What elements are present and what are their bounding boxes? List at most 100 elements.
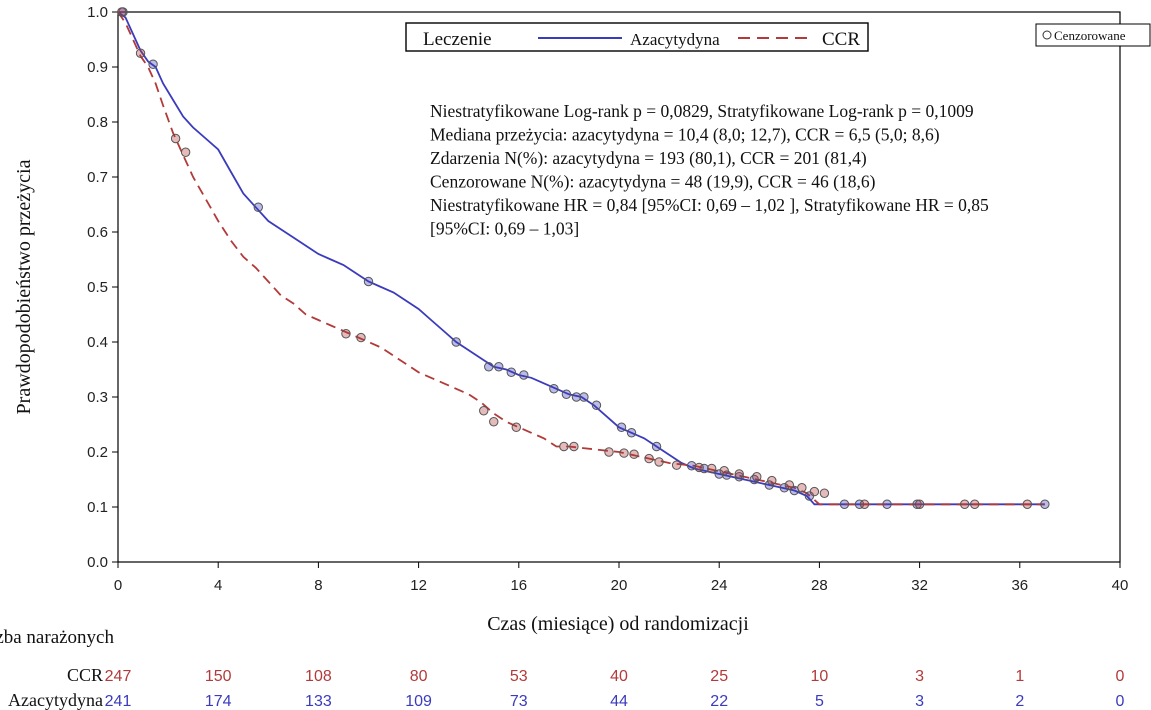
censor-marker-ccr — [819, 488, 830, 498]
censor-legend-label: Cenzorowane — [1054, 28, 1126, 43]
censor-legend-box — [1035, 23, 1151, 47]
risk-count: 5 — [815, 693, 824, 710]
censor-marker-ccr — [859, 499, 870, 509]
censor-marker-ccr — [809, 486, 820, 497]
x-tick-label: 4 — [214, 577, 222, 594]
risk-row-label: Azacytydyna — [8, 690, 103, 710]
x-tick-label: 20 — [611, 577, 628, 594]
censor-marker-azacytydyna — [626, 428, 637, 438]
censor-marker-ccr — [797, 483, 807, 493]
y-tick-label: 0.1 — [87, 499, 108, 516]
risk-count: 241 — [105, 693, 132, 710]
risk-count: 247 — [105, 668, 132, 685]
risk-count: 53 — [510, 668, 528, 685]
censor-marker-ccr — [784, 480, 795, 490]
series-line-azacytydyna — [117, 11, 1045, 506]
risk-count: 3 — [915, 693, 924, 710]
censor-marker-ccr — [734, 469, 744, 479]
risk-count: 174 — [205, 693, 232, 710]
legend-entry-label: CCR — [822, 29, 860, 50]
risk-count: 109 — [405, 693, 432, 710]
risk-count: 0 — [1116, 693, 1125, 710]
censor-marker-azacytydyna — [549, 384, 559, 394]
censor-marker-azacytydyna — [571, 392, 582, 402]
x-tick-label: 24 — [711, 577, 728, 594]
x-tick-label: 28 — [811, 577, 828, 594]
x-tick-label: 32 — [911, 577, 928, 594]
x-tick-label: 8 — [314, 577, 322, 594]
censor-marker-ccr — [959, 499, 970, 509]
y-tick-label: 0.5 — [87, 279, 108, 296]
censor-marker-azacytydyna — [1040, 499, 1050, 509]
x-tick-label: 40 — [1112, 577, 1129, 594]
censor-marker-ccr — [341, 329, 351, 339]
annotation-line: Zdarzenia N(%): azacytydyna = 193 (80,1)… — [430, 148, 867, 168]
risk-count: 1 — [1015, 668, 1024, 685]
censor-marker-azacytydyna — [579, 392, 589, 402]
censor-marker-azacytydyna — [506, 367, 516, 377]
censor-marker-azacytydyna — [494, 362, 504, 372]
censor-marker-ccr — [706, 463, 717, 474]
censor-marker-ccr — [914, 499, 925, 509]
censor-marker-ccr — [1022, 499, 1033, 509]
censor-marker-azacytydyna — [651, 441, 662, 452]
annotation-line: Cenzorowane N(%): azacytydyna = 48 (19,9… — [430, 172, 876, 192]
censor-marker-ccr — [170, 133, 181, 144]
censor-marker-ccr — [559, 441, 569, 452]
censor-marker-azacytydyna — [363, 276, 374, 287]
censor-marker-ccr — [511, 422, 521, 432]
censor-marker-azacytydyna — [882, 499, 892, 509]
censor-marker-ccr — [117, 7, 127, 17]
y-tick-label: 0.3 — [87, 389, 108, 406]
censor-marker-ccr — [644, 453, 654, 464]
risk-count: 44 — [610, 693, 628, 710]
risk-count: 3 — [915, 668, 924, 685]
annotation-line: [95%CI: 0,69 – 1,03] — [430, 219, 579, 239]
risk-count: 25 — [710, 668, 728, 685]
risk-count: 80 — [410, 668, 428, 685]
risk-count: 10 — [811, 668, 829, 685]
censor-marker-azacytydyna — [616, 422, 627, 432]
censor-marker-azacytydyna — [854, 499, 865, 509]
risk-table-title: Liczba narażonych — [0, 627, 114, 648]
censor-marker-ccr — [135, 48, 146, 58]
censor-marker-azacytydyna — [722, 470, 732, 480]
y-tick-label: 0.9 — [87, 59, 108, 76]
y-axis-label: Prawdopodobieństwo przeżycia — [13, 159, 35, 414]
annotation-line: Mediana przeżycia: azacytydyna = 10,4 (8… — [430, 125, 940, 145]
risk-count: 73 — [510, 693, 528, 710]
y-tick-label: 0.4 — [87, 334, 108, 351]
legend-entry-label: Azacytydyna — [630, 30, 720, 49]
censor-marker-ccr — [569, 441, 579, 452]
censor-marker-ccr — [694, 462, 704, 473]
x-tick-label: 36 — [1011, 577, 1028, 594]
annotation-line: Niestratyfikowane Log-rank p = 0,0829, S… — [430, 101, 974, 121]
annotation-line: Niestratyfikowane HR = 0,84 [95%CI: 0,69… — [430, 195, 989, 215]
censor-marker-ccr — [654, 457, 664, 467]
censor-marker-ccr — [671, 460, 682, 470]
y-tick-label: 0.8 — [87, 114, 108, 131]
y-tick-label: 0.7 — [87, 169, 108, 186]
risk-count: 0 — [1116, 668, 1125, 685]
censor-marker-ccr — [719, 466, 729, 476]
y-tick-label: 1.0 — [87, 4, 108, 21]
censor-marker-azacytydyna — [779, 483, 790, 493]
x-tick-label: 0 — [114, 577, 122, 594]
legend-title: Leczenie — [423, 29, 492, 50]
censor-marker-azacytydyna — [591, 400, 602, 410]
censor-marker-azacytydyna — [734, 472, 744, 482]
censor-marker-ccr — [479, 406, 489, 416]
x-axis-label: Czas (miesiące) od randomizacji — [487, 613, 749, 635]
risk-count: 22 — [710, 693, 728, 710]
censor-marker-azacytydyna — [561, 389, 572, 399]
censor-marker-ccr — [767, 475, 777, 486]
risk-count: 133 — [305, 693, 332, 710]
x-tick-label: 12 — [410, 577, 427, 594]
censor-marker-azacytydyna — [912, 499, 922, 509]
censor-marker-ccr — [629, 449, 639, 459]
censor-marker-azacytydyna — [764, 480, 774, 490]
risk-count: 40 — [610, 668, 628, 685]
y-tick-label: 0.0 — [87, 554, 108, 571]
